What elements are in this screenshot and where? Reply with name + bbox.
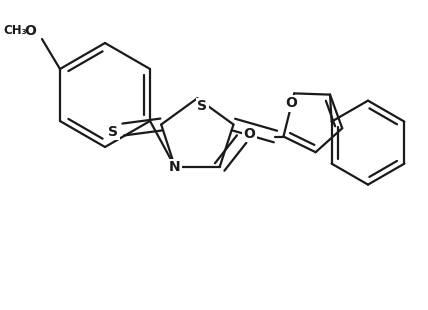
- Text: N: N: [169, 160, 181, 174]
- Text: O: O: [24, 24, 36, 38]
- Text: S: S: [197, 99, 207, 113]
- Text: O: O: [244, 127, 256, 141]
- Text: S: S: [108, 125, 118, 139]
- Text: CH₃: CH₃: [3, 24, 27, 38]
- Text: O: O: [285, 96, 297, 110]
